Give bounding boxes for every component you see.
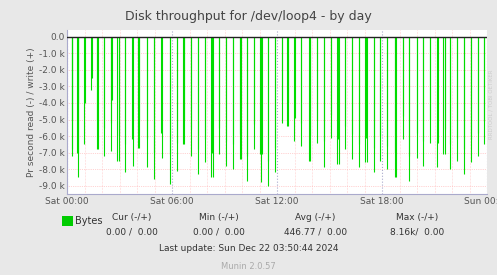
Text: Avg (-/+): Avg (-/+) [295, 213, 336, 222]
Text: RRDTOOL / TOBI OETIKER: RRDTOOL / TOBI OETIKER [489, 70, 494, 139]
Text: 446.77 /  0.00: 446.77 / 0.00 [284, 228, 347, 237]
Text: 8.16k/  0.00: 8.16k/ 0.00 [390, 228, 445, 237]
Y-axis label: Pr second read (-) / write (+): Pr second read (-) / write (+) [27, 47, 36, 177]
Text: Munin 2.0.57: Munin 2.0.57 [221, 262, 276, 271]
Text: Disk throughput for /dev/loop4 - by day: Disk throughput for /dev/loop4 - by day [125, 10, 372, 23]
Text: 0.00 /  0.00: 0.00 / 0.00 [193, 228, 245, 237]
Text: Last update: Sun Dec 22 03:50:44 2024: Last update: Sun Dec 22 03:50:44 2024 [159, 244, 338, 253]
Text: Cur (-/+): Cur (-/+) [112, 213, 152, 222]
Text: Min (-/+): Min (-/+) [199, 213, 239, 222]
Text: 0.00 /  0.00: 0.00 / 0.00 [106, 228, 158, 237]
Text: Bytes: Bytes [75, 216, 102, 226]
Text: Max (-/+): Max (-/+) [396, 213, 439, 222]
